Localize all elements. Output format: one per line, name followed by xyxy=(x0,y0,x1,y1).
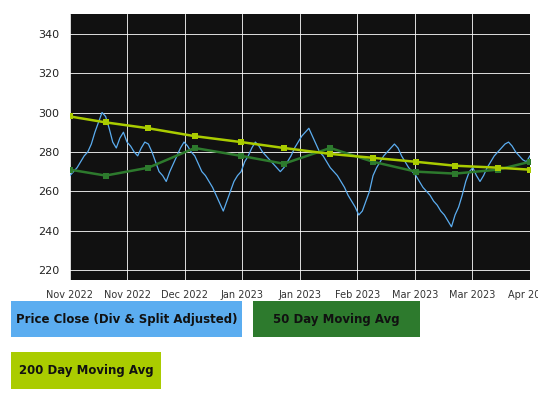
FancyBboxPatch shape xyxy=(11,301,242,337)
Text: 50 Day Moving Avg: 50 Day Moving Avg xyxy=(273,312,400,326)
Text: 200 Day Moving Avg: 200 Day Moving Avg xyxy=(19,364,153,377)
FancyBboxPatch shape xyxy=(253,301,420,337)
FancyBboxPatch shape xyxy=(11,352,161,389)
Text: Price Close (Div & Split Adjusted): Price Close (Div & Split Adjusted) xyxy=(16,312,237,326)
